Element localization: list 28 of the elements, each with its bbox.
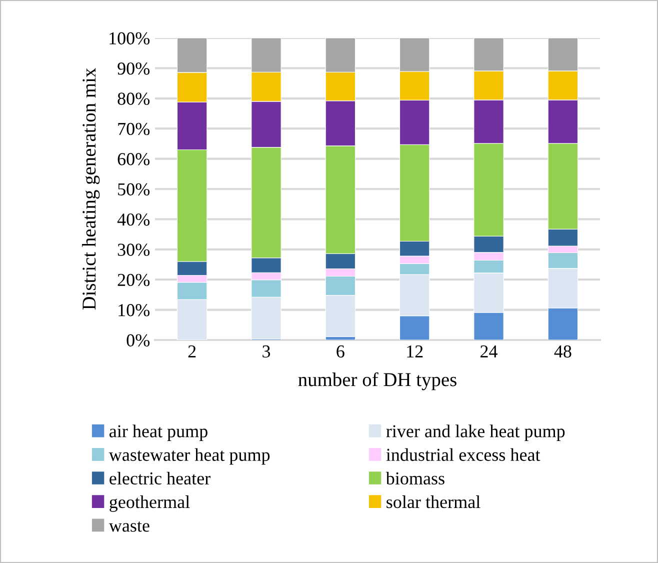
- x-tick-label: 48: [554, 345, 572, 358]
- legend-label: waste: [108, 521, 150, 532]
- y-axis-title: District heating generation mix: [82, 68, 100, 310]
- legend-label: industrial excess heat: [386, 448, 540, 461]
- y-tick-label: 90%: [118, 62, 150, 75]
- x-tick-label: 12: [407, 345, 423, 358]
- legend-label: air heat pump: [110, 424, 208, 442]
- y-tick-label: 50%: [118, 183, 150, 196]
- y-tick-label: 0%: [126, 334, 150, 346]
- y-tick-label: 100%: [110, 32, 150, 44]
- legend-label: geothermal: [110, 495, 190, 512]
- y-tick-label: 60%: [118, 153, 150, 166]
- y-tick-label: 70%: [118, 122, 150, 136]
- y-tick-label: 30%: [118, 244, 150, 256]
- legend-label: river and lake heat pump: [386, 424, 565, 442]
- y-tick-label: 10%: [118, 304, 150, 316]
- y-tick-label: 20%: [118, 274, 150, 286]
- y-tick-label: 80%: [118, 92, 150, 105]
- legend-label: electric heater: [110, 472, 210, 485]
- x-tick-label: 24: [480, 345, 498, 358]
- legend-label: biomass: [386, 472, 444, 485]
- x-tick-label: 2: [188, 345, 196, 358]
- x-tick-label: 3: [262, 345, 270, 358]
- x-axis-title: number of DH types: [298, 372, 456, 390]
- y-tick-label: 40%: [117, 213, 150, 226]
- legend-label: wastewater heat pump: [108, 448, 270, 465]
- legend-label: solar thermal: [386, 495, 480, 508]
- x-tick-label: 6: [336, 345, 344, 358]
